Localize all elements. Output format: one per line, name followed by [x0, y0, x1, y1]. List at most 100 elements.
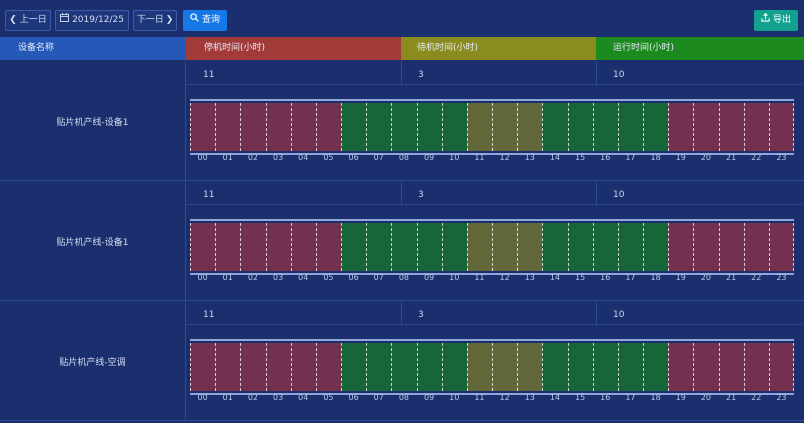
export-button[interactable]: 导出 — [754, 10, 798, 31]
hour-label: 07 — [373, 153, 384, 162]
search-icon — [190, 11, 199, 30]
hour-gridline — [315, 223, 317, 271]
timeline-bottom-axis — [190, 153, 794, 155]
hour-label: 00 — [197, 153, 208, 162]
table-header: 设备名称 停机时间(小时) 待机时间(小时) 运行时间(小时) — [0, 37, 804, 60]
hour-gridline — [466, 103, 468, 151]
date-value: 2019/12/25 — [72, 15, 124, 25]
hour-gridline — [542, 223, 544, 271]
hour-label: 23 — [776, 273, 787, 282]
device-name: 贴片机产线-空调 — [0, 301, 186, 421]
duration-counts: 11 3 10 — [186, 181, 804, 205]
hour-label: 02 — [247, 153, 258, 162]
hour-label: 13 — [524, 273, 535, 282]
duration-counts: 11 3 10 — [186, 61, 804, 85]
timeline-segment-run — [542, 103, 669, 151]
hour-label: 18 — [650, 153, 661, 162]
hour-label: 21 — [725, 153, 737, 162]
prev-day-button[interactable]: ❮ 上一日 — [5, 10, 51, 31]
hour-labels: 00 01 02 03 04 05 06 07 08 09 10 11 12 13 14 15 16 17 18 19… — [190, 273, 794, 287]
hour-gridline — [693, 343, 695, 391]
hour-gridline — [391, 343, 393, 391]
column-divider — [401, 301, 402, 325]
hour-label: 16 — [600, 273, 611, 282]
hour-label: 19 — [675, 273, 686, 282]
hour-gridline — [743, 223, 745, 271]
date-picker[interactable]: 2019/12/25 — [55, 10, 129, 31]
hour-label: 07 — [373, 393, 384, 402]
hour-label: 12 — [499, 393, 510, 402]
device-name: 贴片机产线-设备1 — [0, 181, 186, 301]
hour-label: 11 — [474, 273, 485, 282]
status-timeline — [190, 99, 794, 155]
hour-label: 09 — [423, 153, 435, 162]
hour-label: 21 — [725, 273, 737, 282]
hour-gridline — [693, 103, 695, 151]
timeline-segment-stop — [668, 223, 794, 271]
standby-hours-value: 3 — [418, 70, 424, 80]
hour-label: 23 — [776, 393, 787, 402]
timeline-segment-standby — [466, 343, 543, 391]
hour-label: 02 — [247, 273, 258, 282]
hour-gridline — [668, 103, 670, 151]
hour-gridline — [517, 103, 519, 151]
hour-gridline — [290, 223, 292, 271]
hour-gridline — [768, 343, 770, 391]
hour-label: 12 — [499, 153, 510, 162]
hour-label: 05 — [323, 393, 334, 402]
hour-gridline — [190, 223, 191, 271]
table-row: 贴片机产线-设备1 11 3 10 00 01 02 03 04 05 06 07 08 09 10 11 12… — [0, 61, 804, 181]
hour-label: 08 — [398, 153, 409, 162]
timeline-segment-standby — [466, 103, 543, 151]
hour-label: 06 — [348, 273, 359, 282]
hour-gridline — [416, 223, 418, 271]
hour-gridline — [743, 103, 745, 151]
duration-counts: 11 3 10 — [186, 301, 804, 325]
hour-label: 20 — [700, 273, 711, 282]
hour-gridline — [567, 103, 569, 151]
hour-gridline — [617, 103, 619, 151]
hour-gridline — [768, 103, 770, 151]
run-hours-value: 10 — [613, 310, 625, 320]
hour-gridline — [391, 223, 393, 271]
hour-gridline — [215, 223, 217, 271]
hour-gridline — [718, 223, 720, 271]
hour-labels: 00 01 02 03 04 05 06 07 08 09 10 11 12 13 14 15 16 17 18 19… — [190, 393, 794, 407]
hour-gridline — [592, 223, 594, 271]
hour-label: 01 — [222, 273, 233, 282]
hour-label: 22 — [751, 393, 762, 402]
stop-hours-value: 11 — [203, 190, 215, 200]
hour-label: 09 — [423, 273, 435, 282]
hour-gridline — [366, 223, 368, 271]
hour-label: 01 — [222, 393, 233, 402]
query-button[interactable]: 查询 — [183, 10, 227, 31]
hour-label: 14 — [549, 273, 560, 282]
timeline-segment-stop — [668, 103, 794, 151]
hour-label: 04 — [298, 273, 309, 282]
timeline-segment-run — [341, 103, 467, 151]
hour-gridline — [567, 223, 569, 271]
hour-gridline — [215, 343, 217, 391]
hour-label: 01 — [222, 153, 233, 162]
header-device-name: 设备名称 — [0, 37, 186, 60]
export-icon — [761, 11, 770, 30]
next-day-button[interactable]: 下一日 ❯ — [133, 10, 177, 31]
hour-label: 06 — [348, 393, 359, 402]
hour-label: 19 — [675, 153, 686, 162]
hour-label: 09 — [423, 393, 435, 402]
prev-day-label: 上一日 — [19, 15, 47, 25]
hour-gridline — [240, 223, 242, 271]
hour-gridline — [592, 103, 594, 151]
status-timeline — [190, 219, 794, 275]
timeline-bottom-axis — [190, 273, 794, 275]
hour-label: 06 — [348, 153, 359, 162]
timeline-bottom-axis — [190, 393, 794, 395]
hour-gridline — [492, 223, 493, 271]
hour-gridline — [466, 223, 468, 271]
hour-gridline — [441, 343, 443, 391]
timeline-segment-run — [542, 223, 669, 271]
column-divider — [596, 181, 597, 205]
hour-label: 17 — [625, 273, 636, 282]
standby-hours-value: 3 — [418, 310, 424, 320]
hour-gridline — [240, 103, 242, 151]
